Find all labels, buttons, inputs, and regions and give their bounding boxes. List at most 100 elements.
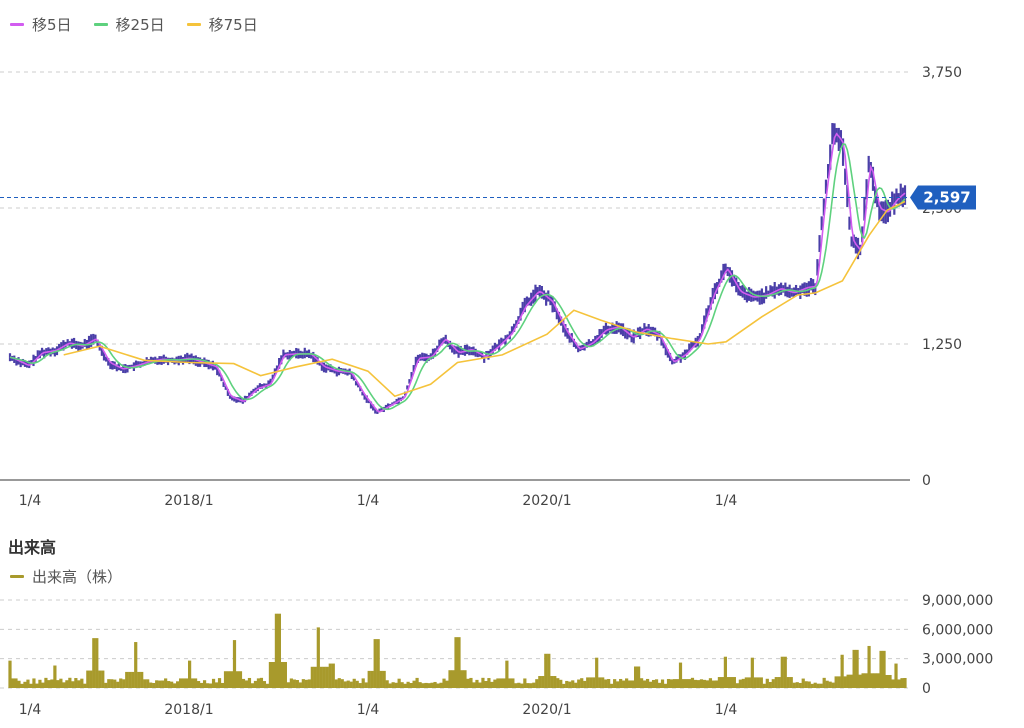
volume-bar	[343, 681, 347, 688]
volume-bar	[553, 676, 557, 688]
volume-bar	[301, 679, 305, 688]
volume-bar	[65, 680, 69, 688]
volume-bar	[358, 683, 362, 688]
volume-bar	[547, 653, 551, 688]
volume-bar	[864, 673, 868, 688]
volume-bar	[307, 679, 311, 688]
volume-bar	[562, 683, 566, 688]
volume-bar	[161, 680, 165, 688]
volume-bar	[304, 679, 308, 688]
volume-bar	[32, 678, 36, 688]
volume-bar	[256, 678, 261, 688]
volume-bar	[152, 682, 156, 688]
volume-bar	[131, 671, 135, 688]
legend-item-ma75[interactable]: 移75日	[186, 14, 258, 35]
volume-bar	[478, 682, 482, 688]
volume-bar	[870, 673, 874, 688]
volume-bar	[125, 671, 129, 688]
volume-bar	[693, 679, 698, 688]
volume-bar	[280, 661, 284, 688]
volume-bar	[98, 670, 102, 688]
volume-bar	[412, 680, 416, 688]
volume-bar	[104, 682, 108, 688]
volume-bar	[430, 682, 434, 688]
volume-bar	[544, 653, 548, 688]
volume-bar	[47, 680, 51, 688]
volume-bar	[490, 681, 494, 688]
volume-bar	[376, 639, 380, 688]
volume-bar	[235, 671, 240, 688]
volume-bar	[454, 637, 458, 688]
legend-item-ma25[interactable]: 移25日	[93, 14, 165, 35]
volume-bar	[604, 679, 608, 688]
price-x-tick-label: 2018/1	[164, 493, 213, 509]
volume-bar	[711, 680, 716, 688]
volume-bar	[768, 681, 772, 688]
volume-bar	[457, 637, 461, 688]
volume-bar	[313, 666, 317, 688]
volume-bar	[705, 680, 710, 688]
volume-bar	[466, 678, 470, 688]
volume-bar	[211, 678, 216, 688]
volume-bar	[616, 681, 620, 688]
volume-bar	[574, 682, 578, 688]
legend-item-ma5[interactable]: 移5日	[10, 14, 72, 35]
volume-bar	[852, 649, 856, 688]
volume-bar	[867, 645, 871, 688]
volume-bar	[684, 679, 689, 688]
volume-bar	[628, 680, 632, 688]
volume-bar	[86, 670, 90, 688]
volume-bar	[648, 681, 653, 688]
volume-bar	[720, 677, 725, 688]
volume-bar	[367, 670, 371, 688]
volume-bar	[427, 683, 431, 688]
volume-bar	[418, 682, 422, 688]
volume-bar	[170, 681, 174, 688]
volume-bar	[472, 682, 476, 688]
volume-bar	[888, 674, 892, 688]
volume-bar	[699, 679, 704, 688]
volume-bar	[277, 613, 281, 688]
volume-bar	[436, 683, 440, 688]
price-y-tick-label: 1,250	[922, 337, 962, 353]
volume-bar	[669, 679, 674, 688]
volume-bar	[409, 683, 413, 688]
volume-bar	[882, 650, 886, 688]
volume-bar	[903, 677, 907, 688]
price-y-tick-label: 0	[922, 473, 931, 489]
volume-bar	[193, 678, 198, 688]
volume-bar	[325, 666, 329, 688]
volume-bar	[792, 682, 796, 688]
volume-bar	[690, 677, 695, 688]
volume-bar	[77, 680, 81, 688]
volume-bar	[155, 680, 159, 688]
volume-bar	[23, 681, 27, 688]
volume-bar	[238, 671, 243, 688]
volume-bar	[406, 681, 410, 688]
volume-bar	[517, 682, 521, 688]
volume-bar	[810, 683, 814, 688]
volume-x-tick-label: 1/4	[357, 702, 380, 718]
volume-bar	[107, 679, 111, 688]
volume-legend: 出来高（株）	[10, 566, 144, 587]
volume-bar	[589, 677, 593, 688]
volume-bar	[373, 639, 377, 688]
volume-bar	[738, 679, 742, 688]
volume-bar	[364, 682, 368, 688]
volume-bar	[583, 680, 587, 688]
volume-bar	[101, 670, 105, 688]
volume-bar	[451, 670, 455, 688]
volume-bar	[729, 677, 733, 688]
volume-bar	[642, 680, 647, 688]
volume-bar	[717, 677, 722, 688]
legend-label-ma5: 移5日	[32, 16, 72, 34]
volume-bar	[873, 673, 877, 688]
legend-item-volume[interactable]: 出来高（株）	[10, 566, 122, 587]
volume-bar	[286, 682, 290, 688]
volume-bar	[62, 682, 66, 688]
volume-bar	[173, 683, 177, 688]
volume-bar	[128, 671, 132, 688]
volume-bar	[487, 678, 491, 688]
volume-bar	[349, 681, 353, 688]
volume-bar	[14, 678, 18, 688]
